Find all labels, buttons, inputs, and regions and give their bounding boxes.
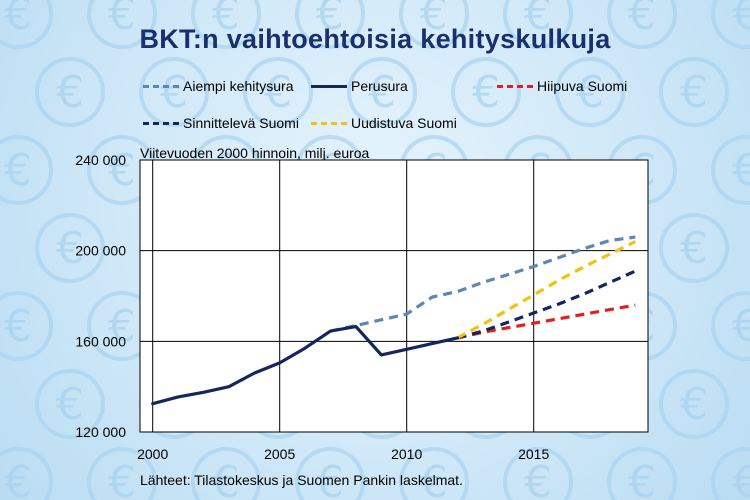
svg-text:€: € — [628, 457, 656, 500]
euro-watermark-icon: € — [139, 57, 209, 127]
euro-watermark-icon: € — [503, 0, 573, 49]
x-tick-label: 2015 — [518, 446, 549, 462]
svg-text:€: € — [680, 67, 708, 118]
euro-watermark-icon: € — [399, 447, 469, 500]
legend-swatch-perusura — [311, 84, 347, 88]
svg-text:€: € — [4, 0, 32, 40]
euro-watermark-icon: € — [87, 0, 157, 49]
svg-text:€: € — [472, 67, 500, 118]
svg-text:€: € — [108, 0, 136, 40]
series-line-perusura — [151, 325, 460, 406]
legend-swatch-hiipuva-suomi — [497, 84, 533, 88]
svg-text:€: € — [316, 457, 344, 500]
euro-watermark-icon: € — [347, 57, 417, 127]
y-tick-label: 240 000 — [75, 152, 126, 168]
svg-text:€: € — [56, 223, 84, 274]
svg-text:€: € — [108, 145, 136, 196]
x-tick-label: 2005 — [264, 446, 295, 462]
euro-watermark-icon: € — [607, 447, 677, 500]
euro-watermark-icon: € — [87, 291, 157, 361]
svg-text:€: € — [316, 0, 344, 40]
euro-watermark-icon: € — [35, 213, 105, 283]
euro-watermark-icon: € — [243, 57, 313, 127]
legend-item-aiempi-kehitysura: Aiempi kehitysura — [143, 76, 294, 96]
y-tick-label: 160 000 — [75, 333, 126, 349]
euro-watermark-icon: € — [87, 447, 157, 500]
legend-label-uudistuva-suomi: Uudistuva Suomi — [351, 115, 457, 131]
euro-watermark-icon: € — [295, 0, 365, 49]
legend-swatch-uudistuva-suomi — [311, 121, 347, 125]
euro-watermark-icon: € — [503, 447, 573, 500]
legend-item-uudistuva-suomi: Uudistuva Suomi — [311, 113, 457, 133]
series-line-uudistuva-suomi — [456, 240, 637, 340]
euro-watermark-icon: € — [35, 369, 105, 439]
legend-swatch-sinnitteleva-suomi — [143, 121, 179, 125]
svg-text:€: € — [4, 301, 32, 352]
series-line-sinnittelevä-suomi — [457, 269, 636, 340]
euro-watermark-icon: € — [659, 213, 729, 283]
svg-text:€: € — [628, 0, 656, 40]
legend-label-aiempi-kehitysura: Aiempi kehitysura — [183, 78, 294, 94]
legend-item-sinnitteleva-suomi: Sinnittelevä Suomi — [143, 113, 299, 133]
chart-subtitle: Viitevuoden 2000 hinnoin, milj. euroa — [140, 145, 370, 161]
y-tick-label: 120 000 — [75, 424, 126, 440]
x-tick-label: 2000 — [137, 446, 168, 462]
euro-watermark-icon: € — [711, 447, 750, 500]
svg-text:€: € — [732, 457, 750, 500]
euro-watermark-icon: € — [191, 0, 261, 49]
svg-text:€: € — [680, 223, 708, 274]
plot-area — [139, 159, 649, 433]
euro-watermark-icon: € — [659, 57, 729, 127]
svg-text:€: € — [212, 0, 240, 40]
legend-label-perusura: Perusura — [351, 78, 408, 94]
euro-watermark-icon: € — [555, 57, 625, 127]
svg-text:€: € — [732, 145, 750, 196]
svg-text:€: € — [160, 67, 188, 118]
euro-watermark-icon: € — [659, 369, 729, 439]
x-tick-label: 2010 — [391, 446, 422, 462]
series-line-aiempi-kehitysura — [330, 235, 636, 333]
svg-text:€: € — [212, 457, 240, 500]
svg-text:€: € — [524, 457, 552, 500]
chart-source-note: Lähteet: Tilastokeskus ja Suomen Pankin … — [140, 472, 463, 488]
euro-watermark-icon: € — [191, 447, 261, 500]
svg-text:€: € — [108, 457, 136, 500]
svg-text:€: € — [108, 301, 136, 352]
svg-text:€: € — [732, 0, 750, 40]
euro-watermark-icon: € — [711, 291, 750, 361]
legend-label-hiipuva-suomi: Hiipuva Suomi — [537, 78, 628, 94]
legend-label-sinnitteleva-suomi: Sinnittelevä Suomi — [183, 115, 299, 131]
euro-watermark-icon: € — [0, 0, 53, 49]
euro-watermark-icon: € — [711, 135, 750, 205]
svg-text:€: € — [524, 0, 552, 40]
svg-text:€: € — [4, 457, 32, 500]
euro-watermark-icon: € — [711, 0, 750, 49]
svg-text:€: € — [264, 67, 292, 118]
euro-watermark-icon: € — [0, 135, 53, 205]
series-line-hiipuva-suomi — [457, 303, 636, 340]
euro-watermark-icon: € — [607, 0, 677, 49]
euro-watermark-icon: € — [35, 57, 105, 127]
euro-watermark-icon: € — [0, 291, 53, 361]
svg-text:€: € — [56, 67, 84, 118]
euro-watermark-icon: € — [295, 447, 365, 500]
svg-text:€: € — [576, 67, 604, 118]
legend-swatch-aiempi-kehitysura — [143, 84, 179, 88]
euro-watermark-icon: € — [399, 0, 469, 49]
euro-watermark-icon: € — [451, 57, 521, 127]
svg-text:€: € — [420, 0, 448, 40]
legend-item-perusura: Perusura — [311, 76, 408, 96]
svg-text:€: € — [368, 67, 396, 118]
svg-text:€: € — [680, 379, 708, 430]
svg-text:€: € — [56, 379, 84, 430]
svg-text:€: € — [4, 145, 32, 196]
svg-text:€: € — [732, 301, 750, 352]
legend-item-hiipuva-suomi: Hiipuva Suomi — [497, 76, 627, 96]
svg-text:€: € — [420, 457, 448, 500]
chart-title: BKT:n vaihtoehtoisia kehityskulkuja — [139, 24, 611, 54]
euro-watermark-icon: € — [0, 447, 53, 500]
y-tick-label: 200 000 — [75, 243, 126, 259]
